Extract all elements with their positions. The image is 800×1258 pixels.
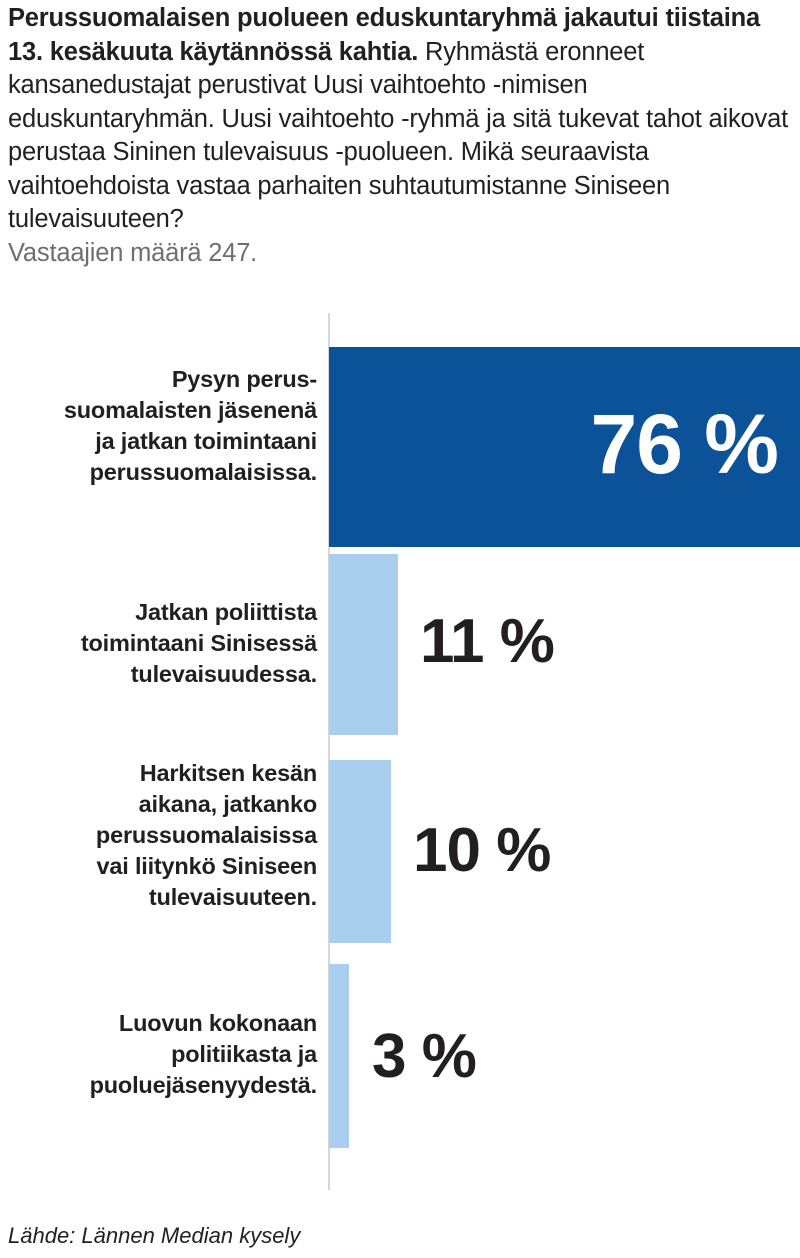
bar-label-line: suomalaisten jäsenenä — [63, 397, 317, 423]
bar-label-line: aikana, jatkanko — [138, 791, 318, 817]
bar-value-label: 10 % — [413, 816, 551, 885]
bar-label-line: perussuomalaisissa — [95, 822, 317, 848]
bar-label-line: toimintaani Sinisessä — [80, 630, 317, 656]
y-axis-line — [328, 313, 330, 1190]
bar-label-line: Luovun kokonaan — [118, 1010, 317, 1036]
respondents-count: Vastaajien määrä 247. — [8, 238, 258, 267]
intro-lead: Perussuomalaisen puolueen eduskuntaryhmä… — [8, 4, 761, 66]
bar-rect[interactable] — [329, 554, 398, 735]
bar-rect[interactable] — [329, 760, 391, 943]
bar-label-line: Jatkan poliittista — [135, 599, 317, 625]
intro-body: Ryhmästä eronneet kansanedustajat perust… — [8, 37, 788, 234]
bar-value-label: 76 % — [590, 397, 779, 491]
bar-row: Harkitsen kesän aikana, jatkanko perussu… — [0, 760, 800, 943]
bar-rect[interactable]: 76 % — [329, 347, 800, 547]
bar-label-line: Harkitsen kesän — [139, 760, 317, 786]
bar-category-label: Pysyn perus- suomalaisten jäsenenä ja ja… — [0, 364, 317, 488]
bar-row: Pysyn perus- suomalaisten jäsenenä ja ja… — [0, 347, 800, 547]
bar-label-line: tulevaisuudessa. — [130, 661, 317, 687]
bar-category-label: Luovun kokonaan politiikasta ja puoluejä… — [0, 1008, 318, 1101]
bar-label-line: politiikasta ja — [171, 1041, 317, 1067]
bar-label-line: ja jatkan toimintaani — [95, 428, 317, 454]
bar-rect[interactable] — [329, 964, 349, 1148]
bar-label-line: Pysyn perus- — [171, 366, 317, 392]
bar-label-line: tulevaisuuteen. — [148, 884, 317, 910]
bar-value-label: 11 % — [420, 607, 555, 676]
intro-paragraph: Perussuomalaisen puolueen eduskuntaryhmä… — [8, 2, 788, 270]
header-block: Perussuomalaisen puolueen eduskuntaryhmä… — [8, 2, 788, 270]
bar-label-line: perussuomalaisissa. — [89, 459, 318, 485]
bar-row: Luovun kokonaan politiikasta ja puoluejä… — [0, 964, 800, 1148]
bar-value-label: 3 % — [372, 1022, 477, 1091]
source-note: Lähde: Lännen Median kysely — [8, 1223, 301, 1248]
bar-label-line: vai liitynkö Siniseen — [96, 853, 318, 879]
bar-label-line: puoluejäsenyydestä. — [89, 1072, 318, 1098]
bar-category-label: Jatkan poliittista toimintaani Sinisessä… — [0, 597, 317, 690]
bar-category-label: Harkitsen kesän aikana, jatkanko perussu… — [0, 758, 317, 913]
bar-row: Jatkan poliittista toimintaani Sinisessä… — [0, 554, 800, 735]
